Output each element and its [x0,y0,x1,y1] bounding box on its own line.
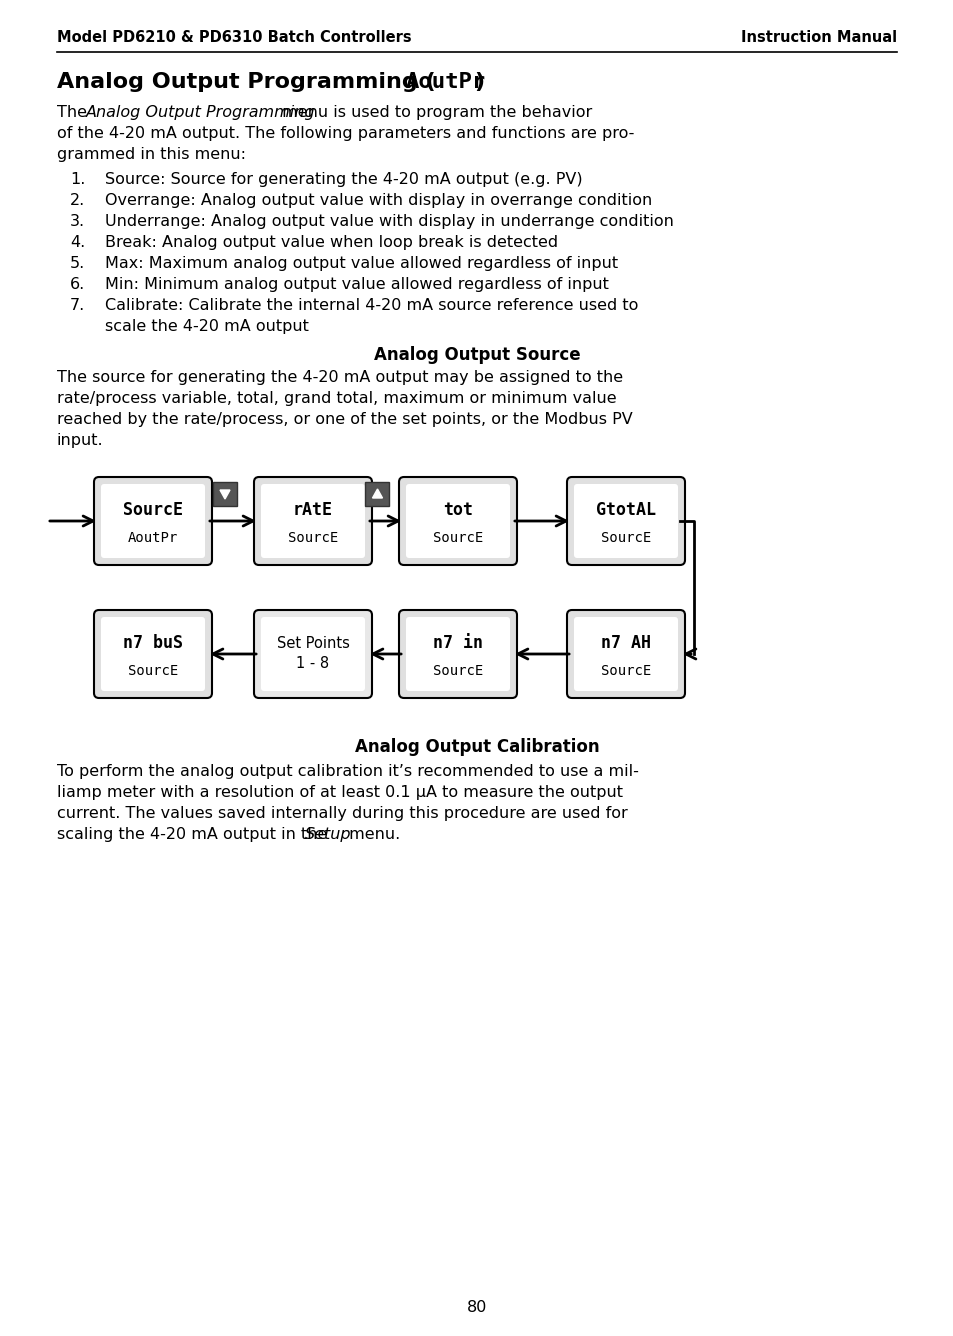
Text: AoutPr: AoutPr [128,532,178,545]
Text: Setup: Setup [305,827,351,842]
Text: Max: Maximum analog output value allowed regardless of input: Max: Maximum analog output value allowed… [105,257,618,271]
Text: 3.: 3. [70,214,85,228]
Text: scale the 4-20 mA output: scale the 4-20 mA output [105,319,309,334]
Text: Analog Output Programming (: Analog Output Programming ( [57,72,436,92]
Text: 1.: 1. [70,172,85,187]
FancyBboxPatch shape [566,611,684,697]
FancyBboxPatch shape [94,611,212,697]
Text: 4.: 4. [70,235,85,250]
Text: SourcE: SourcE [600,664,651,679]
Text: SourcE: SourcE [123,501,183,520]
Text: 1 - 8: 1 - 8 [296,656,329,672]
Text: The: The [57,106,92,120]
Text: SourcE: SourcE [433,532,482,545]
Text: Analog Output Calibration: Analog Output Calibration [355,737,598,756]
FancyBboxPatch shape [253,477,372,565]
Text: 2.: 2. [70,192,85,208]
Text: rAtE: rAtE [293,501,333,520]
Text: liamp meter with a resolution of at least 0.1 μA to measure the output: liamp meter with a resolution of at leas… [57,786,622,800]
Text: To perform the analog output calibration it’s recommended to use a mil-: To perform the analog output calibration… [57,764,639,779]
FancyBboxPatch shape [101,484,205,558]
Text: tot: tot [442,501,473,520]
Text: Source: Source for generating the 4-20 mA output (e.g. PV): Source: Source for generating the 4-20 m… [105,172,582,187]
Text: Analog Output Programming: Analog Output Programming [86,106,315,120]
FancyBboxPatch shape [261,484,365,558]
Bar [365,482,389,506]
FancyBboxPatch shape [574,617,678,691]
Text: input.: input. [57,433,104,448]
Text: 80: 80 [466,1300,487,1315]
FancyBboxPatch shape [94,477,212,565]
Text: Break: Analog output value when loop break is detected: Break: Analog output value when loop bre… [105,235,558,250]
Text: Instruction Manual: Instruction Manual [740,29,896,45]
Text: 5.: 5. [70,257,85,271]
Bar [213,482,236,506]
Text: Set Points: Set Points [276,636,349,652]
Polygon shape [372,489,382,498]
Text: Underrange: Analog output value with display in underrange condition: Underrange: Analog output value with dis… [105,214,673,228]
Text: Overrange: Analog output value with display in overrange condition: Overrange: Analog output value with disp… [105,192,652,208]
Text: SourcE: SourcE [433,664,482,679]
Text: SourcE: SourcE [128,664,178,679]
Text: Min: Minimum analog output value allowed regardless of input: Min: Minimum analog output value allowed… [105,277,608,293]
Text: Analog Output Source: Analog Output Source [374,346,579,363]
Text: AoutPr: AoutPr [406,72,486,92]
Text: 6.: 6. [70,277,85,293]
FancyBboxPatch shape [261,617,365,691]
Text: grammed in this menu:: grammed in this menu: [57,147,246,162]
FancyBboxPatch shape [566,477,684,565]
Text: current. The values saved internally during this procedure are used for: current. The values saved internally dur… [57,806,627,822]
Text: n7 in: n7 in [433,635,482,652]
Text: menu is used to program the behavior: menu is used to program the behavior [276,106,592,120]
Text: The source for generating the 4-20 mA output may be assigned to the: The source for generating the 4-20 mA ou… [57,370,622,385]
Text: scaling the 4-20 mA output in the: scaling the 4-20 mA output in the [57,827,333,842]
FancyBboxPatch shape [398,477,517,565]
FancyBboxPatch shape [398,611,517,697]
Text: n7 buS: n7 buS [123,635,183,652]
Text: n7 AH: n7 AH [600,635,650,652]
Text: rate/process variable, total, grand total, maximum or minimum value: rate/process variable, total, grand tota… [57,391,616,406]
FancyBboxPatch shape [574,484,678,558]
FancyBboxPatch shape [253,611,372,697]
FancyBboxPatch shape [406,617,510,691]
Text: Model PD6210 & PD6310 Batch Controllers: Model PD6210 & PD6310 Batch Controllers [57,29,411,45]
Text: GtotAL: GtotAL [596,501,656,520]
Text: Calibrate: Calibrate the internal 4-20 mA source reference used to: Calibrate: Calibrate the internal 4-20 m… [105,298,638,313]
Text: 7.: 7. [70,298,85,313]
Text: reached by the rate/process, or one of the set points, or the Modbus PV: reached by the rate/process, or one of t… [57,411,632,428]
Text: ): ) [474,72,483,92]
Text: of the 4-20 mA output. The following parameters and functions are pro-: of the 4-20 mA output. The following par… [57,126,634,142]
Text: SourcE: SourcE [288,532,337,545]
Text: SourcE: SourcE [600,532,651,545]
FancyBboxPatch shape [406,484,510,558]
FancyBboxPatch shape [101,617,205,691]
Polygon shape [220,490,230,500]
Text: menu.: menu. [344,827,400,842]
